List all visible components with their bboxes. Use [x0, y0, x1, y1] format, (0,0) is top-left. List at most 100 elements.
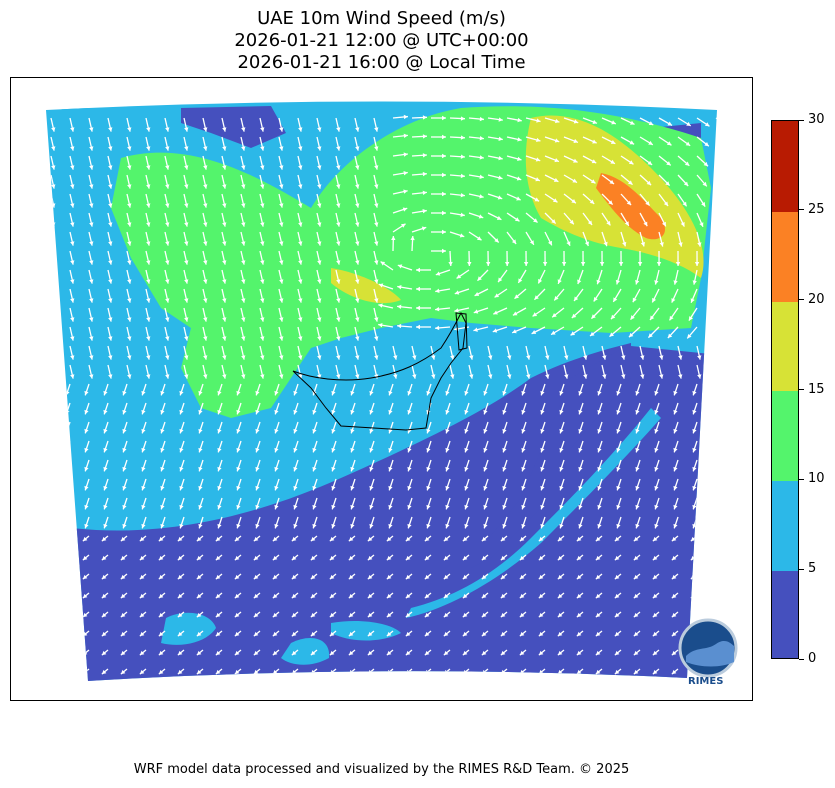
wind-vector-head	[621, 374, 626, 379]
wind-vector-head	[355, 355, 360, 360]
wind-vector-head	[89, 298, 94, 303]
wind-vector-head	[317, 241, 322, 246]
wind-vector-head	[464, 523, 469, 529]
wind-vector-head	[198, 466, 203, 472]
wind-vector	[65, 478, 71, 491]
wind-vector-head	[293, 523, 298, 529]
wind-vector-head	[158, 574, 164, 580]
wind-vector	[46, 421, 52, 434]
wind-vector-head	[222, 222, 227, 227]
wind-vector-head	[331, 466, 336, 472]
wind-vector-head	[355, 336, 360, 341]
wind-vector-head	[424, 650, 430, 656]
wind-vector-head	[84, 447, 89, 453]
wind-vector-head	[374, 260, 379, 265]
wind-vector-head	[222, 165, 227, 170]
wind-vector-head	[122, 447, 127, 453]
wind-vector-head	[165, 241, 170, 246]
wind-vector-head	[597, 428, 602, 434]
wind-vector-head	[101, 555, 107, 561]
wind-vector-head	[502, 390, 507, 396]
wind-vector-head	[460, 116, 465, 121]
wind-vector-head	[678, 355, 683, 360]
wind-vector-head	[517, 117, 522, 123]
wind-vector-head	[685, 141, 691, 146]
wind-vector-head	[380, 261, 386, 266]
wind-vector-head	[165, 336, 170, 341]
wind-vector-head	[557, 650, 563, 656]
wind-vector-head	[521, 523, 526, 529]
wind-vector-head	[661, 221, 666, 227]
wind-vector-head	[591, 159, 597, 164]
wind-vector-head	[481, 536, 487, 542]
wind-vector-head	[255, 409, 260, 415]
wind-vector-head	[578, 485, 583, 491]
wind-vector-head	[635, 485, 640, 491]
wind-vector-head	[511, 239, 517, 244]
wind-vector-head	[535, 157, 541, 162]
wind-vector-head	[84, 485, 89, 491]
wind-vector-head	[557, 574, 563, 580]
wind-vector-head	[331, 390, 336, 396]
wind-vector-head	[531, 329, 537, 334]
wind-vector-head	[215, 650, 221, 656]
wind-vector-head	[485, 261, 491, 266]
wind-vector-head	[405, 612, 411, 618]
wind-vector-head	[462, 555, 468, 561]
wind-vector-head	[108, 260, 113, 265]
wind-vector-head	[595, 574, 601, 580]
wind-vector-head	[521, 447, 526, 453]
wind-vector-head	[716, 374, 717, 379]
wind-vector-head	[279, 222, 284, 227]
wind-vector-head	[70, 298, 75, 303]
wind-vector-head	[538, 612, 544, 618]
wind-vector-head	[127, 222, 132, 227]
wind-vector-head	[127, 260, 132, 265]
wind-vector-head	[70, 165, 75, 170]
wind-vector	[50, 364, 55, 379]
wind-vector-head	[701, 202, 706, 207]
wind-vector-head	[492, 328, 498, 333]
wind-vector-head	[298, 374, 303, 379]
wind-vector-head	[146, 355, 151, 360]
wind-vector-head	[673, 447, 678, 453]
wind-vector-head	[611, 120, 616, 125]
wind-vector-head	[51, 241, 56, 246]
wind-vector-head	[177, 650, 183, 656]
wind-vector-head	[386, 536, 392, 542]
wind-vector-head	[595, 612, 601, 618]
wind-vector-head	[561, 261, 567, 266]
wind-vector-head	[336, 336, 341, 341]
wind-vector-head	[591, 314, 596, 319]
wind-vector-head	[405, 593, 411, 599]
wind-vectors	[46, 114, 724, 675]
wind-vector-head	[374, 336, 379, 341]
wind-vector-head	[720, 202, 724, 207]
wind-vector-head	[139, 612, 145, 618]
wind-vector-head	[350, 485, 355, 491]
wind-vector-head	[108, 222, 113, 227]
wind-vector-head	[640, 374, 645, 379]
wind-vector-head	[336, 203, 341, 208]
wind-vector-head	[521, 409, 526, 415]
wind-vector-head	[614, 574, 620, 580]
wind-vector-head	[597, 447, 602, 453]
wind-vector-head	[554, 138, 560, 143]
wind-vector-head	[454, 308, 459, 313]
wind-vector	[715, 212, 717, 228]
zone-20-25	[596, 173, 666, 240]
wind-vector-head	[198, 409, 203, 415]
wind-vector-head	[291, 593, 297, 599]
wind-vector-head	[215, 631, 221, 637]
wind-vector-head	[317, 279, 322, 284]
wind-vector-head	[683, 181, 689, 186]
wind-vector-head	[536, 137, 541, 143]
wind-vector	[50, 269, 55, 284]
wind-vector-head	[241, 127, 246, 132]
wind-vector-head	[127, 165, 132, 170]
wind-vector-head	[253, 536, 259, 542]
wind-vector-head	[215, 536, 221, 542]
wind-vector-head	[63, 650, 69, 656]
wind-vector-head	[146, 260, 151, 265]
wind-vector-head	[222, 279, 227, 284]
